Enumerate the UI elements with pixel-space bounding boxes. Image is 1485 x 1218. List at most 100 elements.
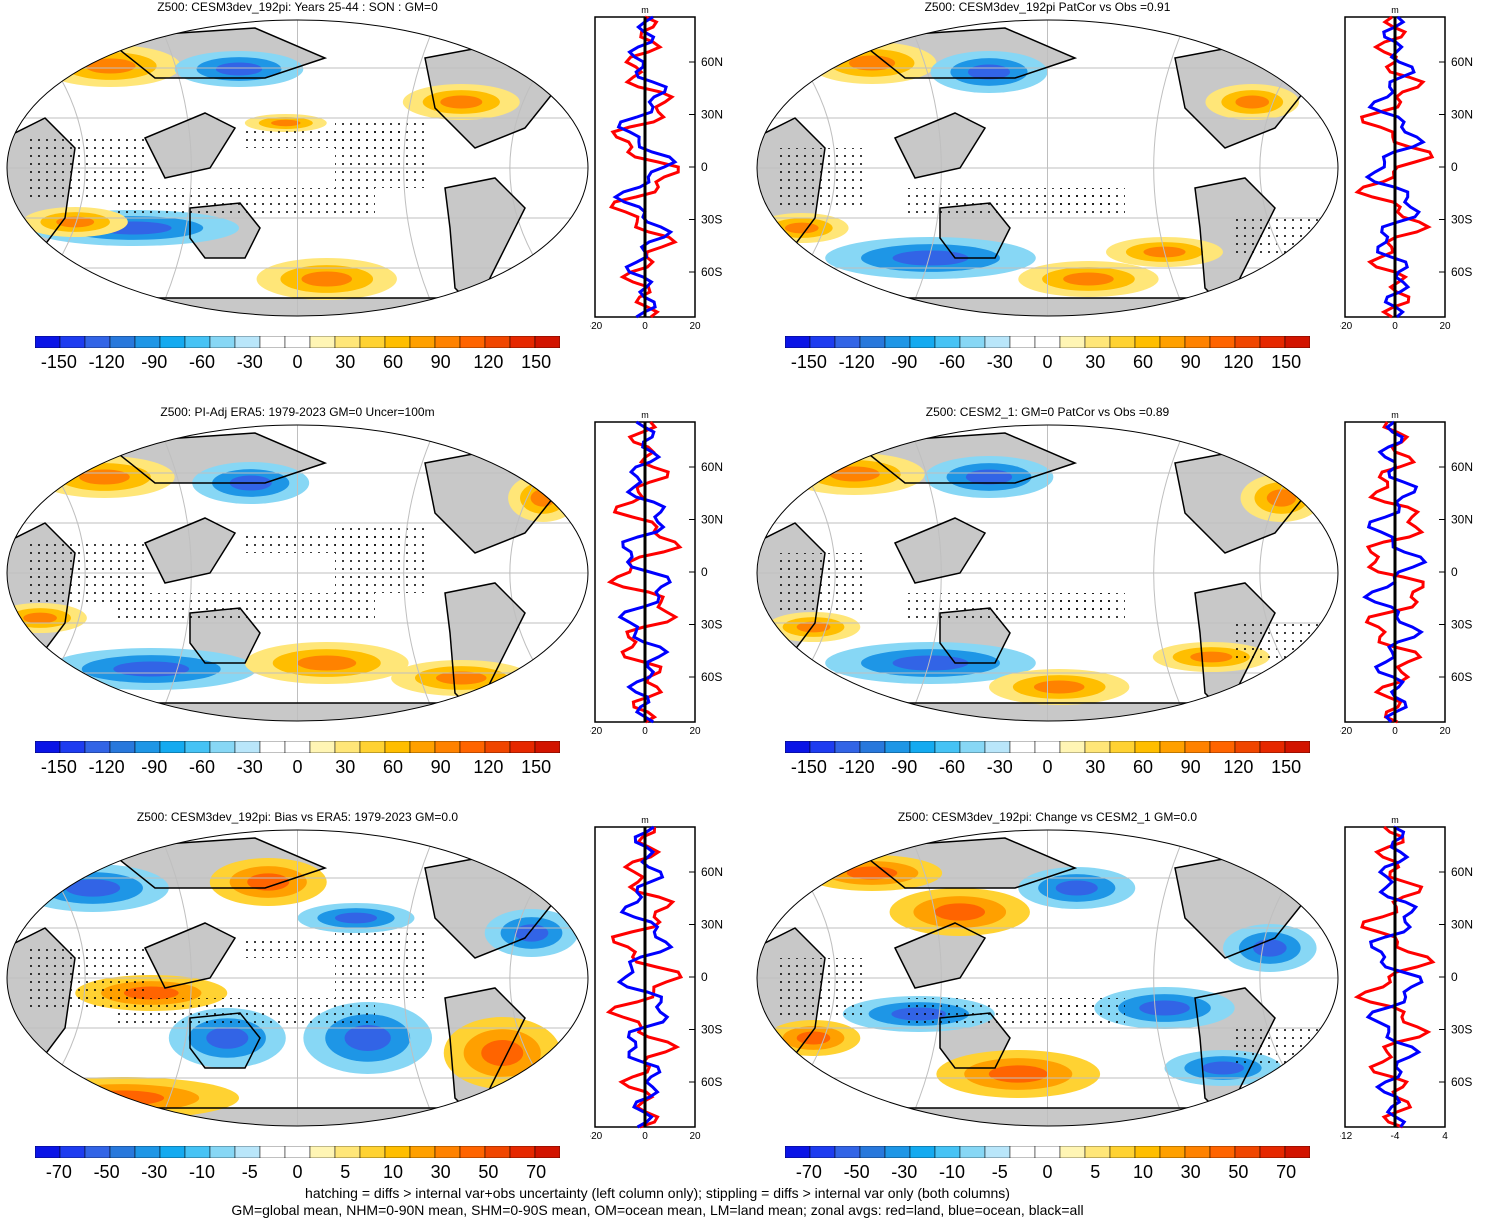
colorbar-tick-label: -30: [891, 1162, 918, 1182]
lat-tick-label: 60S: [1451, 670, 1472, 684]
map-panel-1: [6, 19, 589, 317]
map-panel-5: [6, 829, 589, 1127]
colorbar-tick-label: 120: [473, 352, 504, 372]
lat-tick-label: 60N: [701, 460, 723, 474]
panel-title: Z500: CESM3dev_192pi: Bias vs ERA5: 1979…: [136, 810, 459, 824]
colorbar-tick-label: 0: [1042, 352, 1053, 372]
zonal-profile-6: m 60N 30N 0 30S 60S -12 -4 4: [1340, 815, 1473, 1142]
colorbar-tick-label: 120: [1223, 352, 1254, 372]
lat-tick-label: 60S: [701, 670, 722, 684]
land-zonal-mean-line: [1364, 421, 1425, 724]
profile-unit-label: m: [1391, 815, 1399, 825]
lat-tick-label: 30S: [701, 618, 722, 632]
land-zonal-mean-line: [1354, 15, 1435, 319]
zonal-profile-3: m 60N 30N 0 30S 60S -20 0 20: [590, 410, 723, 737]
colorbar-4: [785, 741, 1310, 753]
lat-tick-label: 60N: [701, 865, 723, 879]
colorbar-tick-label: 70: [526, 1162, 547, 1182]
panel-title: Z500: CESM2_1: GM=0 PatCor vs Obs =0.89: [925, 405, 1170, 419]
colorbar-tick-label: -70: [795, 1162, 822, 1182]
colorbar-tick-label: 0: [1042, 757, 1053, 777]
lat-tick-label: 0: [1451, 160, 1458, 174]
panel-title: Z500: CESM3dev_192pi: Years 25-44 : SON …: [157, 0, 438, 14]
colorbar-tick-label: -120: [88, 757, 125, 777]
colorbar-tick-label: 90: [430, 757, 451, 777]
map-panel-2: [756, 19, 1339, 317]
colorbar-tick-label: 120: [1223, 757, 1254, 777]
colorbar-tick-label: -50: [93, 1162, 120, 1182]
colorbar-tick-label: -150: [40, 757, 77, 777]
colorbar-tick-label: -5: [991, 1162, 1008, 1182]
colorbar-tick-label: -90: [891, 757, 918, 777]
colorbar-tick-label: 150: [521, 352, 552, 372]
panel-title: Z500: PI-Adj ERA5: 1979-2023 GM=0 Uncer=…: [160, 405, 435, 419]
zonal-profile-1: m 60N 30N 0 30S 60S -20 0 20: [590, 5, 723, 332]
colorbar-tick-label: 150: [1271, 352, 1302, 372]
ocean-zonal-mean-line: [1364, 15, 1426, 319]
lat-tick-label: 30S: [1451, 213, 1472, 227]
colorbar-tick-label: -30: [236, 757, 263, 777]
colorbar-tick-label: -120: [838, 352, 875, 372]
profile-x-tick-label: 20: [689, 726, 701, 737]
lat-tick-label: 30S: [1451, 1023, 1472, 1037]
colorbar-tick-label: 120: [473, 757, 504, 777]
colorbar-5: [35, 1146, 560, 1158]
profile-x-tick-label: 0: [642, 726, 648, 737]
colorbar-tick-label: 0: [292, 757, 303, 777]
colorbar-tick-label: -70: [45, 1162, 72, 1182]
colorbar-tick-label: -60: [939, 352, 966, 372]
map-panel-4: [756, 424, 1339, 722]
lat-tick-label: 30S: [701, 213, 722, 227]
profile-x-tick-label: -20: [1340, 321, 1353, 332]
colorbar-tick-label: -60: [189, 352, 216, 372]
lat-tick-label: 0: [1451, 565, 1458, 579]
colorbar-tick-label: 60: [1132, 757, 1153, 777]
profile-x-tick-label: 4: [1442, 1131, 1448, 1142]
profile-x-tick-label: -20: [590, 321, 603, 332]
panel-title: Z500: CESM3dev_192pi PatCor vs Obs =0.91: [924, 0, 1171, 14]
ocean-zonal-mean-line: [612, 15, 678, 319]
lat-tick-label: 60N: [1451, 55, 1473, 69]
colorbar-tick-label: -150: [40, 352, 77, 372]
lat-tick-label: 30N: [1451, 108, 1473, 122]
profile-unit-label: m: [641, 5, 649, 15]
colorbar-2: [785, 336, 1310, 348]
land-zonal-mean-line: [1353, 825, 1436, 1129]
profile-unit-label: m: [641, 815, 649, 825]
profile-x-tick-label: 0: [1392, 726, 1398, 737]
profile-x-tick-label: -12: [1340, 1131, 1353, 1142]
colorbar-tick-label: 5: [340, 1162, 351, 1182]
lat-tick-label: 30S: [1451, 618, 1472, 632]
colorbar-3: [35, 741, 560, 753]
map-panel-3: [6, 424, 589, 722]
colorbar-tick-label: 60: [382, 757, 403, 777]
lat-tick-label: 60N: [1451, 460, 1473, 474]
profile-unit-label: m: [1391, 410, 1399, 420]
colorbar-tick-label: -90: [141, 352, 168, 372]
lat-tick-label: 30N: [701, 513, 723, 527]
colorbar-tick-label: 10: [382, 1162, 403, 1182]
lat-tick-label: 30N: [1451, 513, 1473, 527]
lat-tick-label: 60S: [1451, 1075, 1472, 1089]
lat-tick-label: 0: [701, 565, 708, 579]
lat-tick-label: 30N: [1451, 918, 1473, 932]
colorbar-tick-label: -150: [790, 352, 827, 372]
profile-x-tick-label: -20: [590, 1131, 603, 1142]
ocean-zonal-mean-line: [1362, 420, 1428, 724]
profile-unit-label: m: [641, 410, 649, 420]
colorbar-tick-label: -60: [939, 757, 966, 777]
colorbar-6: [785, 1146, 1310, 1158]
colorbar-tick-label: -90: [891, 352, 918, 372]
footer-legend-note: GM=global mean, NHM=0-90N mean, SHM=0-90…: [231, 1202, 1084, 1218]
colorbar-tick-label: -60: [189, 757, 216, 777]
colorbar-tick-label: 90: [430, 352, 451, 372]
colorbar-tick-label: 5: [1090, 1162, 1101, 1182]
profile-x-tick-label: 0: [642, 1131, 648, 1142]
profile-x-tick-label: 20: [689, 321, 701, 332]
colorbar-1: [35, 336, 560, 348]
lat-tick-label: 30S: [701, 1023, 722, 1037]
colorbar-tick-label: 60: [1132, 352, 1153, 372]
profile-x-tick-label: -20: [590, 726, 603, 737]
colorbar-tick-label: 60: [382, 352, 403, 372]
colorbar-tick-label: 150: [521, 757, 552, 777]
